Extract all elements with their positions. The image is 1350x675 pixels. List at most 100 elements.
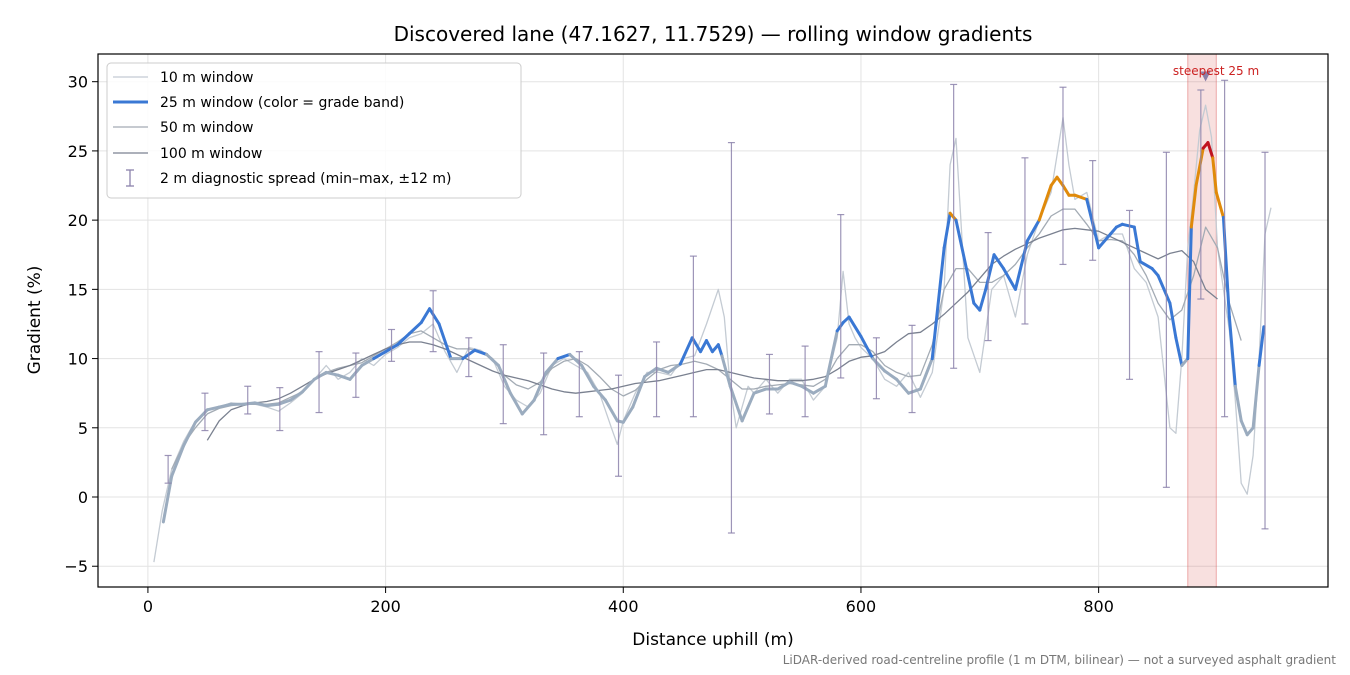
series-25m-segment [473, 348, 489, 356]
series-25m-segment [1109, 225, 1118, 236]
series-25m-segment [241, 401, 257, 406]
legend-label-4: 2 m diagnostic spread (min–max, ±12 m) [160, 171, 451, 187]
series-25m-segment [520, 398, 536, 416]
legend-entry-3: 100 m window [113, 146, 262, 162]
x-tick-label-2: 400 [608, 597, 639, 616]
series-25m-segment [954, 218, 970, 278]
errorbar [352, 352, 360, 398]
series-25m-segment [437, 322, 453, 361]
errorbar [465, 337, 473, 378]
errorbar [727, 142, 735, 534]
errorbar [164, 454, 172, 484]
legend-entry-1: 25 m window (color = grade band) [113, 95, 404, 111]
series-25m-segment [1061, 184, 1071, 197]
errorbar [201, 392, 209, 432]
series-25m-segment [419, 307, 432, 325]
series-25m-segment [1206, 141, 1215, 160]
series-25m-segment [1168, 301, 1178, 340]
steepest-band [1187, 53, 1217, 588]
errorbar [984, 231, 992, 342]
errorbar [244, 385, 252, 415]
errorbar [276, 387, 284, 432]
steepest-label: steepest 25 m [1173, 64, 1259, 78]
errorbar [872, 337, 880, 400]
errorbar [1221, 79, 1229, 418]
legend-label-0: 10 m window [160, 70, 253, 86]
axis-ticks: 0 200 400 600 800 −5 0 5 10 15 20 25 30 [64, 73, 1114, 616]
y-tick-label-0: −5 [64, 557, 88, 576]
series-25m-segment [1073, 193, 1089, 201]
series-25m-segment [1239, 419, 1249, 437]
diagnostic-spread-errorbars [164, 79, 1269, 534]
errorbar [315, 351, 323, 414]
series-25m-segment [930, 246, 946, 361]
series-25m-segment [1150, 267, 1160, 278]
series-25m-segment [253, 401, 269, 408]
series-25m-segment [372, 350, 388, 361]
series-25m-segment [1180, 357, 1190, 367]
errorbar [1261, 151, 1269, 530]
legend-entry-0: 10 m window [113, 70, 253, 86]
series-25m-segment [277, 398, 293, 406]
series-25m-segment [1233, 384, 1243, 423]
series-25m-segment [312, 370, 328, 381]
series-25m-segment [407, 321, 423, 336]
series-25m-segment [1025, 218, 1041, 243]
series-25m-segment [966, 274, 976, 305]
series-25m-segment [678, 336, 694, 366]
series-25m-segment [485, 352, 500, 367]
series-25m-segment [205, 405, 221, 412]
series-25m-segment [1227, 315, 1237, 388]
series-25m-segment [720, 354, 732, 388]
errorbar [653, 341, 661, 418]
series-25m-segment [992, 253, 1006, 271]
series-25m-segment [800, 384, 815, 395]
errorbar [837, 213, 845, 379]
y-tick-label-3: 10 [68, 350, 88, 369]
series-25m-segment [544, 357, 560, 374]
x-tick-label-0: 0 [143, 597, 153, 616]
series-25m-segment [360, 357, 376, 367]
series-25m-segment [1189, 184, 1198, 229]
footnote: LiDAR-derived road-centreline profile (1… [783, 653, 1337, 667]
errorbar [950, 83, 958, 369]
errorbar [765, 353, 773, 415]
errorbar [1089, 160, 1097, 261]
series-25m-segment [182, 420, 197, 448]
errorbar [908, 324, 916, 414]
y-tick-label-2: 5 [78, 419, 88, 438]
series-25m-segment [906, 387, 922, 395]
series-25m-segment [942, 211, 952, 250]
series-25m-segment [823, 329, 839, 388]
series-25m-segment [883, 369, 899, 381]
series-25m-segment [508, 391, 524, 416]
series-25m-segment [978, 287, 988, 312]
series-100m-window [206, 227, 1218, 441]
plot-frame [97, 53, 1329, 588]
series-25m-segment [1156, 274, 1172, 305]
series-25m-segment [621, 405, 635, 424]
series-25m-segment [1055, 175, 1065, 188]
series-25m-segment [603, 398, 619, 423]
x-tick-label-1: 200 [370, 597, 401, 616]
errorbar [1197, 89, 1205, 300]
errorbar [1162, 151, 1170, 488]
series-25m-segment [984, 253, 996, 291]
x-tick-label-4: 800 [1083, 597, 1114, 616]
series-25m-segment [699, 339, 708, 354]
series-25m-segment [161, 474, 174, 524]
series-25m-segment [1194, 146, 1205, 188]
errorbar [429, 290, 437, 353]
series-25m-segment [395, 332, 411, 347]
series-25m-segment [556, 352, 572, 361]
series-25m-segment [655, 366, 670, 374]
series-25m-segment [1214, 190, 1225, 219]
x-axis-label: Distance uphill (m) [632, 630, 793, 650]
series-25m-segment [1120, 222, 1136, 229]
series-25m-segment [918, 357, 934, 391]
series-25m-segment [871, 357, 887, 373]
series-25m-segment [666, 362, 682, 374]
series-25m-segment [895, 377, 910, 395]
y-tick-label-1: 0 [78, 488, 88, 507]
